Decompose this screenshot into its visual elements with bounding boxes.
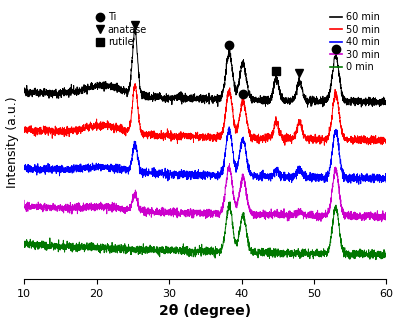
0 min bbox=[384, 256, 389, 260]
Line: 50 min: 50 min bbox=[24, 84, 387, 145]
40 min bbox=[338, 159, 343, 163]
30 min bbox=[379, 220, 384, 224]
60 min bbox=[384, 96, 389, 100]
0 min bbox=[227, 200, 232, 204]
60 min bbox=[22, 90, 26, 94]
50 min bbox=[161, 135, 166, 139]
Line: 30 min: 30 min bbox=[24, 164, 387, 222]
60 min bbox=[338, 86, 343, 90]
Line: 0 min: 0 min bbox=[24, 202, 387, 260]
40 min bbox=[161, 172, 166, 176]
Y-axis label: Intensity (a.u.): Intensity (a.u.) bbox=[6, 97, 19, 188]
0 min bbox=[22, 239, 26, 243]
30 min bbox=[85, 207, 89, 211]
30 min bbox=[377, 213, 382, 216]
60 min bbox=[132, 27, 137, 31]
0 min bbox=[63, 243, 68, 247]
50 min bbox=[338, 120, 343, 124]
30 min bbox=[176, 213, 181, 216]
60 min bbox=[161, 95, 166, 98]
40 min bbox=[356, 182, 361, 186]
60 min bbox=[85, 89, 89, 93]
30 min bbox=[161, 210, 166, 214]
50 min bbox=[322, 143, 327, 147]
0 min bbox=[176, 252, 181, 256]
0 min bbox=[161, 245, 166, 249]
60 min bbox=[63, 93, 68, 97]
0 min bbox=[338, 235, 343, 238]
40 min bbox=[176, 172, 181, 176]
40 min bbox=[22, 164, 26, 168]
40 min bbox=[227, 125, 231, 129]
60 min bbox=[305, 105, 310, 109]
50 min bbox=[384, 138, 389, 142]
50 min bbox=[377, 136, 382, 140]
Line: 40 min: 40 min bbox=[24, 127, 387, 184]
50 min bbox=[133, 82, 138, 86]
50 min bbox=[176, 136, 181, 140]
0 min bbox=[377, 251, 382, 255]
60 min bbox=[377, 105, 382, 109]
50 min bbox=[85, 123, 89, 127]
50 min bbox=[63, 131, 68, 135]
30 min bbox=[384, 218, 389, 222]
Legend: 60 min, 50 min, 40 min, 30 min, 0 min: 60 min, 50 min, 40 min, 30 min, 0 min bbox=[328, 10, 381, 74]
Line: 60 min: 60 min bbox=[24, 29, 387, 107]
40 min bbox=[63, 166, 68, 170]
30 min bbox=[63, 205, 68, 209]
30 min bbox=[22, 199, 26, 202]
40 min bbox=[85, 167, 89, 170]
60 min bbox=[176, 96, 181, 100]
30 min bbox=[227, 162, 232, 166]
40 min bbox=[384, 178, 389, 182]
50 min bbox=[22, 127, 26, 131]
40 min bbox=[377, 173, 382, 177]
30 min bbox=[338, 202, 343, 205]
X-axis label: 2θ (degree): 2θ (degree) bbox=[159, 305, 251, 318]
0 min bbox=[373, 258, 378, 261]
0 min bbox=[85, 241, 89, 245]
